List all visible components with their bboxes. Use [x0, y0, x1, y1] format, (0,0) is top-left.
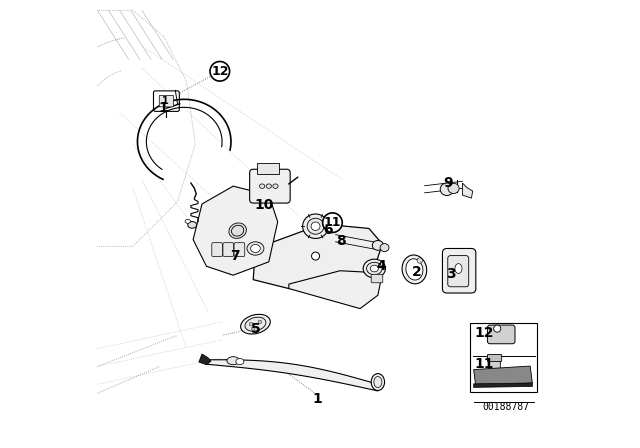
- Ellipse shape: [363, 259, 385, 278]
- Text: 00188787: 00188787: [483, 402, 529, 412]
- Ellipse shape: [402, 255, 427, 284]
- Text: 4: 4: [376, 259, 387, 273]
- FancyBboxPatch shape: [223, 243, 234, 257]
- Text: 12: 12: [211, 65, 228, 78]
- Ellipse shape: [188, 222, 196, 228]
- Polygon shape: [289, 271, 382, 309]
- Ellipse shape: [259, 184, 265, 188]
- Circle shape: [252, 327, 255, 331]
- FancyBboxPatch shape: [234, 243, 244, 257]
- Ellipse shape: [266, 184, 271, 188]
- Circle shape: [323, 213, 342, 233]
- Ellipse shape: [371, 265, 378, 272]
- Text: 11: 11: [475, 357, 495, 371]
- FancyBboxPatch shape: [212, 243, 223, 257]
- Ellipse shape: [440, 183, 454, 195]
- Text: 10: 10: [255, 198, 274, 212]
- Polygon shape: [193, 186, 278, 275]
- Text: 7: 7: [230, 249, 240, 263]
- FancyBboxPatch shape: [154, 91, 179, 112]
- Ellipse shape: [367, 262, 382, 275]
- Ellipse shape: [406, 259, 423, 280]
- Ellipse shape: [185, 220, 191, 224]
- Text: 11: 11: [324, 216, 341, 229]
- Ellipse shape: [229, 223, 246, 238]
- FancyBboxPatch shape: [257, 163, 278, 174]
- Ellipse shape: [374, 376, 382, 388]
- Text: 1: 1: [159, 101, 168, 115]
- FancyBboxPatch shape: [488, 325, 515, 344]
- Circle shape: [493, 325, 500, 332]
- Polygon shape: [253, 224, 382, 289]
- Ellipse shape: [380, 244, 389, 252]
- Ellipse shape: [241, 314, 270, 334]
- FancyBboxPatch shape: [250, 169, 290, 203]
- Ellipse shape: [245, 317, 266, 331]
- Text: 5: 5: [251, 322, 260, 336]
- FancyBboxPatch shape: [159, 95, 173, 107]
- Ellipse shape: [236, 358, 244, 365]
- FancyBboxPatch shape: [470, 323, 537, 392]
- Polygon shape: [199, 354, 211, 365]
- Ellipse shape: [232, 225, 244, 236]
- FancyBboxPatch shape: [371, 274, 383, 283]
- Circle shape: [249, 323, 253, 326]
- Text: 12: 12: [475, 326, 495, 340]
- Polygon shape: [463, 183, 473, 198]
- Circle shape: [210, 61, 230, 81]
- Text: 6: 6: [323, 223, 333, 237]
- Ellipse shape: [273, 184, 278, 188]
- FancyBboxPatch shape: [488, 354, 502, 362]
- Ellipse shape: [371, 374, 385, 391]
- Text: 2: 2: [412, 265, 422, 279]
- Ellipse shape: [372, 241, 383, 250]
- Polygon shape: [207, 360, 378, 391]
- Ellipse shape: [307, 218, 324, 234]
- Ellipse shape: [250, 245, 260, 253]
- FancyBboxPatch shape: [448, 256, 468, 287]
- Ellipse shape: [311, 222, 320, 230]
- FancyBboxPatch shape: [489, 358, 500, 374]
- Text: 9: 9: [444, 176, 453, 190]
- FancyBboxPatch shape: [442, 249, 476, 293]
- Text: 8: 8: [337, 234, 346, 248]
- Ellipse shape: [247, 242, 264, 255]
- Ellipse shape: [303, 214, 328, 238]
- Polygon shape: [474, 383, 532, 388]
- Circle shape: [417, 258, 422, 263]
- Text: 3: 3: [447, 267, 456, 281]
- Ellipse shape: [312, 252, 319, 260]
- Text: 1: 1: [313, 392, 323, 405]
- Text: 1: 1: [162, 96, 168, 106]
- Circle shape: [258, 320, 262, 324]
- Ellipse shape: [227, 357, 239, 365]
- Ellipse shape: [455, 263, 462, 273]
- Ellipse shape: [448, 183, 459, 194]
- Polygon shape: [474, 366, 532, 387]
